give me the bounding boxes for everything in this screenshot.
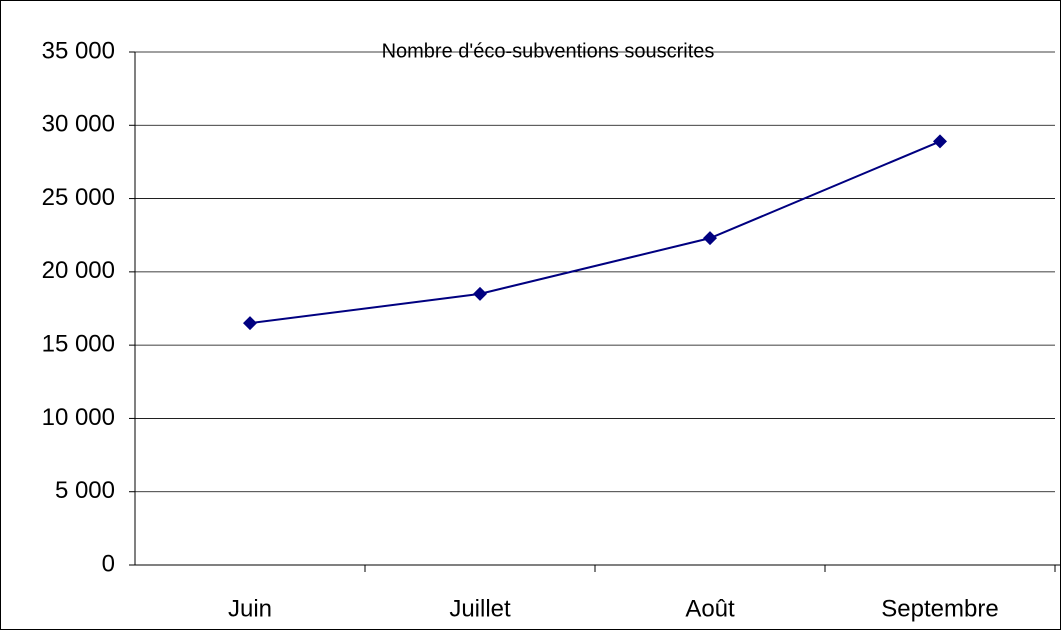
y-tick-label: 15 000: [42, 330, 115, 357]
y-tick-label: 30 000: [42, 111, 115, 138]
y-tick-label: 10 000: [42, 404, 115, 431]
x-tick-label: Septembre: [881, 595, 998, 622]
data-line: [249, 140, 941, 325]
y-tick-label: 5 000: [55, 477, 115, 504]
x-tick-label: Août: [685, 595, 735, 622]
x-tick-label: Juillet: [449, 595, 511, 622]
y-tick-label: 25 000: [42, 184, 115, 211]
data-marker: [473, 286, 487, 301]
y-tick-label: 20 000: [42, 257, 115, 284]
data-marker: [703, 231, 717, 246]
y-tick-label: 0: [102, 550, 115, 577]
x-tick-label: Juin: [228, 595, 272, 622]
data-marker: [243, 316, 257, 331]
y-tick-label: 35 000: [42, 37, 115, 64]
chart-title: Nombre d'éco-subventions souscrites: [382, 40, 715, 62]
data-marker: [933, 134, 947, 149]
